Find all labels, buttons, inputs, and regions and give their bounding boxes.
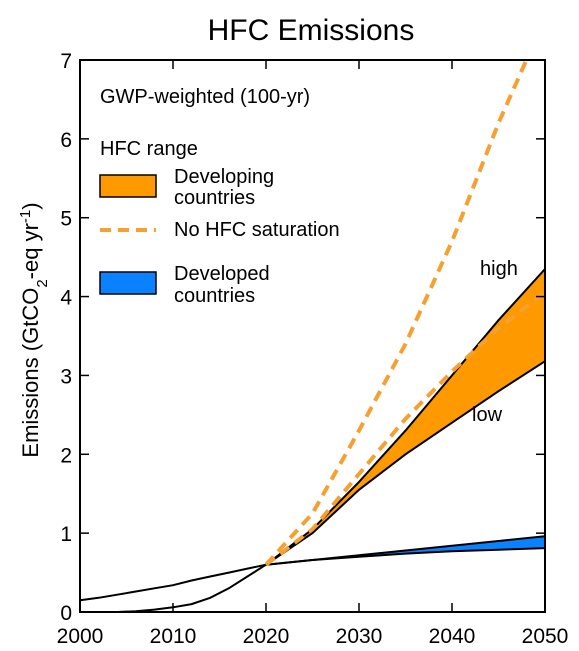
annotation-low: low xyxy=(472,404,503,426)
y-axis-label-mid: -eq yr xyxy=(18,223,43,279)
legend-label-developing-line2: countries xyxy=(174,187,255,209)
y-tick-label: 1 xyxy=(60,523,72,546)
y-tick-label: 4 xyxy=(60,287,72,310)
legend-label-no-saturation: No HFC saturation xyxy=(174,219,340,241)
legend-label-developed-line2: countries xyxy=(174,285,255,307)
x-tick-label: 2000 xyxy=(57,625,104,648)
svg-text:Emissions (GtCO2-eq yr-1): Emissions (GtCO2-eq yr-1) xyxy=(17,202,51,457)
y-tick-label: 7 xyxy=(60,50,72,73)
x-tick-label: 2040 xyxy=(429,625,476,648)
chart-title: HFC Emissions xyxy=(208,14,415,47)
line-no-saturation-low xyxy=(264,291,545,567)
legend-label-developed-line1: Developed xyxy=(174,263,270,285)
y-axis-label-sub: 2 xyxy=(34,279,51,287)
plot-area xyxy=(80,60,545,612)
x-tick-label: 2050 xyxy=(522,625,569,648)
x-tick-label: 2020 xyxy=(243,625,290,648)
line-developed-low xyxy=(265,547,545,566)
line-historical-developing xyxy=(117,563,267,612)
x-tick-label: 2010 xyxy=(150,625,197,648)
y-axis-label: Emissions (GtCO2-eq yr-1) xyxy=(17,202,51,457)
y-tick-label: 2 xyxy=(60,444,72,467)
y-axis-label-main: Emissions (GtCO xyxy=(18,288,43,458)
y-axis-label-sup: -1 xyxy=(17,210,34,223)
legend-swatch-developing xyxy=(99,174,157,198)
y-tick-label: 5 xyxy=(60,208,72,231)
legend-swatch-developed xyxy=(99,271,157,295)
line-no-saturation-high xyxy=(264,60,529,567)
y-tick-label: 6 xyxy=(60,129,72,152)
axes: 2000 2010 2020 2030 2040 2050 0 1 2 3 4 5 6 7 xyxy=(57,50,569,648)
y-tick-label: 3 xyxy=(60,365,72,388)
line-developing-low xyxy=(265,360,545,566)
y-axis-label-end: ) xyxy=(18,202,43,209)
chart-subtitle: GWP-weighted (100-yr) xyxy=(100,86,310,108)
annotation-high: high xyxy=(480,258,518,280)
plot-frame xyxy=(79,59,546,613)
x-tick-label: 2030 xyxy=(336,625,383,648)
y-tick-label: 0 xyxy=(60,602,72,625)
legend: HFC range Developing countries No HFC sa… xyxy=(99,138,340,307)
legend-label-developing-line1: Developing xyxy=(174,166,274,188)
legend-heading: HFC range xyxy=(100,138,198,160)
line-historical-total xyxy=(80,563,267,602)
